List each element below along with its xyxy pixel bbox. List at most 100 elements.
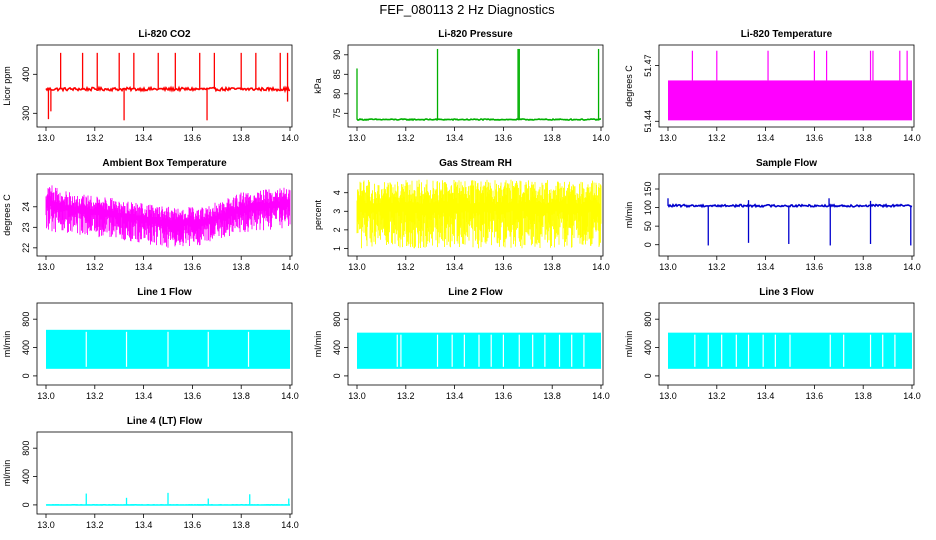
x-tick-label: 13.8 [854,391,872,401]
x-tick-label: 14.0 [281,133,299,143]
y-tick-label: 80 [332,89,342,99]
chart-panel-1: Li-820 CO2 Licor ppm 13.0 13.2 13.4 13.6 13.8 1… [2,29,299,143]
series-band [668,80,912,121]
x-tick-label: 13.6 [806,391,824,401]
x-tick-label: 13.4 [135,262,153,272]
y-tick-label: 800 [21,441,31,456]
x-tick-label: 13.6 [184,520,202,530]
x-tick-label: 13.6 [184,391,202,401]
plot-frame [36,431,293,515]
y-tick-label: 0 [21,502,31,507]
chart-panel-9: Line 3 Flow ml/min 13.0 13.2 13.4 13.6 13.8 14.… [624,287,921,401]
x-tick-label: 14.0 [592,262,610,272]
y-tick-label: 90 [332,50,342,60]
x-tick-label: 13.6 [806,262,824,272]
panel-title: Li-820 CO2 [138,29,191,40]
x-tick-label: 13.4 [135,133,153,143]
x-tick-label: 13.0 [37,520,55,530]
x-tick-label: 13.4 [446,391,464,401]
x-tick-label: 13.0 [37,262,55,272]
x-tick-label: 14.0 [592,391,610,401]
x-tick-label: 13.6 [184,133,202,143]
y-tick-label: 85 [332,69,342,79]
x-tick-label: 13.2 [397,262,415,272]
x-tick-label: 13.8 [232,133,250,143]
x-tick-label: 13.2 [708,391,726,401]
x-tick-label: 14.0 [903,133,921,143]
x-tick-label: 13.2 [397,391,415,401]
x-tick-label: 13.0 [659,262,677,272]
x-tick-label: 13.6 [495,133,513,143]
y-tick-label: 800 [332,312,342,327]
panel-title: Sample Flow [756,158,817,169]
y-axis-label: degrees C [2,194,12,236]
y-axis-label: ml/min [2,331,12,358]
y-tick-label: 50 [643,221,653,231]
x-tick-label: 13.2 [86,133,104,143]
panel-title: Line 3 Flow [759,287,814,298]
x-tick-label: 13.4 [757,262,775,272]
plot-frame [658,44,915,128]
y-axis-label: percent [313,199,323,230]
panel-title: Line 4 (LT) Flow [127,416,203,427]
x-tick-label: 13.4 [446,262,464,272]
y-tick-label: 400 [643,340,653,355]
chart-panel-5: Gas Stream RH percent 13.0 13.2 13.4 13.6 13.8… [313,158,610,272]
x-tick-label: 13.2 [397,133,415,143]
panel-title: Line 2 Flow [448,287,503,298]
x-tick-label: 13.8 [854,133,872,143]
chart-panel-6: Sample Flow ml/min 13.0 13.2 13.4 13.6 13.8 14.… [624,158,921,272]
x-tick-label: 13.8 [543,133,561,143]
y-tick-label: 51.47 [643,54,653,77]
x-tick-label: 13.2 [86,520,104,530]
x-tick-label: 14.0 [592,133,610,143]
y-tick-label: 800 [21,312,31,327]
y-tick-label: 2 [332,227,342,232]
chart-panel-3: Li-820 Temperature degrees C 13.0 13.2 13.4 1… [624,29,921,143]
plot-frame [347,44,604,128]
plot-frame [347,173,604,257]
series-line [356,117,602,122]
x-tick-label: 13.6 [806,133,824,143]
data-series [45,185,291,248]
plot-frame [36,173,293,257]
y-axis-label: degrees C [624,65,634,107]
series-trace [356,179,602,249]
x-tick-label: 13.8 [543,262,561,272]
x-tick-label: 13.8 [232,520,250,530]
y-tick-label: 0 [643,242,653,247]
x-tick-label: 13.8 [232,391,250,401]
series-line [45,85,291,94]
y-tick-label: 24 [21,202,31,212]
x-tick-label: 13.0 [348,133,366,143]
panel-grid: Li-820 CO2 Licor ppm 13.0 13.2 13.4 13.6 13.8 1… [2,29,921,530]
x-tick-label: 13.0 [348,262,366,272]
x-tick-label: 13.4 [446,133,464,143]
x-tick-label: 13.4 [757,133,775,143]
panel-title: Li-820 Pressure [438,29,513,40]
y-tick-label: 400 [21,340,31,355]
y-tick-label: 23 [21,222,31,232]
x-tick-label: 13.4 [135,520,153,530]
data-series [46,329,290,369]
chart-panel-4: Ambient Box Temperature degrees C 13.0 13.2… [2,158,299,272]
data-series [45,492,291,506]
y-tick-label: 75 [332,108,342,118]
y-tick-label: 22 [21,243,31,253]
x-tick-label: 13.2 [708,262,726,272]
data-series [45,52,291,121]
x-tick-label: 14.0 [281,262,299,272]
y-axis-label: kPa [313,78,323,94]
y-tick-label: 0 [332,373,342,378]
y-tick-label: 0 [21,373,31,378]
x-tick-label: 13.8 [232,262,250,272]
x-tick-label: 14.0 [281,391,299,401]
y-axis-label: Licor ppm [2,66,12,106]
y-tick-label: 1 [332,246,342,251]
y-tick-label: 51.44 [643,110,653,133]
series-trace [45,185,291,248]
panel-title: Gas Stream RH [439,158,512,169]
y-axis-label: ml/min [624,331,634,358]
chart-panel-8: Line 2 Flow ml/min 13.0 13.2 13.4 13.6 13.8 14.… [313,287,610,401]
